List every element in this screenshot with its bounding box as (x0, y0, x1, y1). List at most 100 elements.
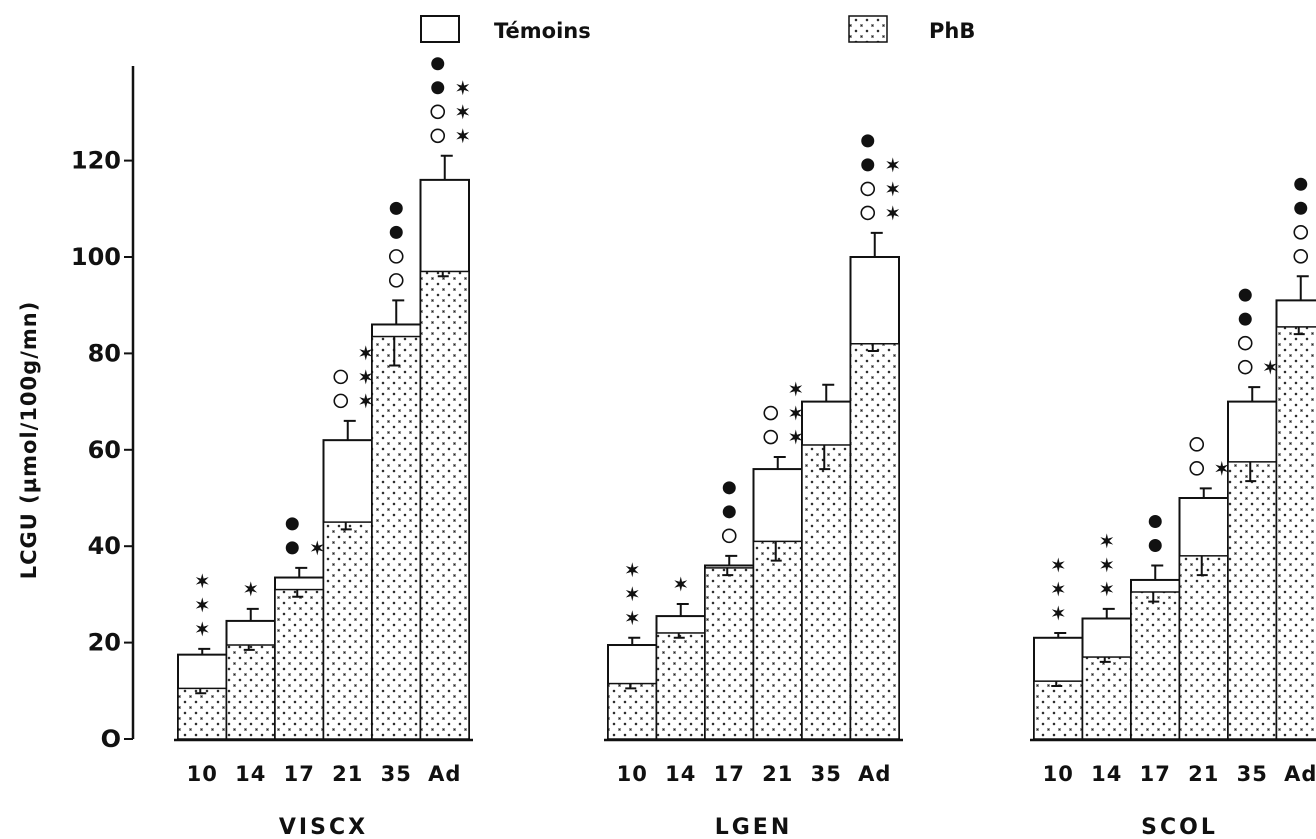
legend-label-phb: PhB (929, 19, 975, 43)
group-viscx: 10 14 17 21 35 Ad VISCX (174, 57, 473, 839)
open-circle-scol-Ad-1 (1293, 224, 1309, 240)
open-circle-lgen-21-1 (763, 405, 779, 421)
group-label-scol: SCOL (1141, 815, 1218, 839)
star-scol-10-1 (1051, 581, 1065, 597)
plot-area: 10 14 17 21 35 Ad VISCX 10 14 17 21 35 Ad LGEN 10 14 17 2… (174, 57, 1316, 839)
error-bar-viscx-temoins-21 (343, 419, 356, 441)
x-tick-label-scol-35: 35 (1237, 762, 1268, 786)
error-bar-lgen-phb-14 (673, 632, 685, 639)
bar-lgen-phb-Ad (849, 343, 900, 740)
error-bar-viscx-phb-10 (195, 688, 207, 695)
star-lgen-21-0 (789, 429, 803, 445)
y-tick-label-60: 60 (88, 436, 121, 464)
error-bar-scol-temoins-14 (1102, 607, 1115, 619)
bar-scol-phb-35 (1227, 461, 1278, 740)
filled-circle-lgen-Ad-2 (861, 158, 875, 172)
star-scol-14-0 (1100, 581, 1114, 597)
error-bar-viscx-phb-17 (292, 589, 304, 598)
error-bar-viscx-temoins-35 (392, 299, 405, 325)
error-bar-scol-temoins-10 (1054, 631, 1067, 638)
open-circle-lgen-Ad-1 (860, 181, 876, 197)
bar-lgen-phb-17 (704, 567, 755, 740)
bar-viscx-phb-17 (274, 588, 325, 740)
y-tick-label-100: 100 (71, 243, 121, 271)
x-tick-label-viscx-17: 17 (284, 762, 315, 786)
filled-circle-scol-Ad-2 (1294, 201, 1308, 215)
filled-circle-scol-35-3 (1238, 288, 1252, 302)
error-bar-viscx-temoins-17 (295, 566, 308, 578)
error-bar-scol-temoins-21 (1199, 487, 1212, 498)
error-bar-lgen-temoins-10 (628, 636, 641, 646)
group-label-lgen: LGEN (715, 815, 793, 839)
open-circle-viscx-35-0 (388, 273, 404, 288)
x-tick-label-viscx-35: 35 (381, 762, 412, 786)
star-scol-10-0 (1051, 605, 1065, 621)
x-tick-label-scol-17: 17 (1140, 762, 1171, 786)
star-scol-10-2 (1051, 557, 1065, 573)
filled-circle-lgen-Ad-3 (861, 134, 875, 148)
filled-circle-viscx-35-2 (389, 225, 403, 239)
open-circle-scol-35-0 (1237, 359, 1253, 375)
filled-circle-scol-17-0 (1148, 538, 1162, 552)
star-viscx-14-0 (244, 581, 258, 597)
y-tick-label-40: 40 (88, 532, 121, 560)
y-tick-label-120: 120 (71, 147, 121, 175)
bar-scol-phb-17 (1130, 591, 1181, 740)
star-viscx-10-0 (195, 621, 209, 637)
filled-circle-scol-35-2 (1238, 312, 1252, 326)
bar-lgen-phb-35 (801, 444, 852, 740)
x-tick-label-scol-14: 14 (1091, 762, 1122, 786)
x-tick-label-viscx-Ad: Ad (428, 762, 461, 786)
star-scol-21-0 (1215, 460, 1229, 476)
star-scol-35-0 (1263, 359, 1277, 375)
x-tick-label-viscx-21: 21 (332, 762, 363, 786)
open-circle-scol-21-1 (1189, 437, 1205, 452)
open-circle-scol-21-0 (1189, 461, 1205, 476)
x-tick-label-scol-21: 21 (1188, 762, 1219, 786)
filled-circle-scol-17-1 (1148, 514, 1162, 528)
y-axis-label: LCGU (µmol/100g/mn) (17, 301, 41, 580)
error-bar-scol-phb-21 (1196, 555, 1208, 577)
star-viscx-21-1 (359, 369, 373, 385)
x-tick-label-viscx-14: 14 (235, 762, 266, 786)
x-tick-label-lgen-14: 14 (665, 762, 696, 786)
error-bar-lgen-temoins-21 (773, 456, 786, 470)
x-tick-label-lgen-Ad: Ad (858, 762, 891, 786)
bar-scol-phb-21 (1178, 555, 1229, 740)
open-circle-lgen-Ad-0 (860, 205, 876, 221)
star-viscx-Ad-2 (456, 80, 470, 96)
star-lgen-21-2 (789, 381, 803, 397)
error-bar-viscx-temoins-10 (198, 647, 211, 655)
x-tick-label-lgen-35: 35 (811, 762, 842, 786)
bar-scol-phb-14 (1081, 656, 1132, 740)
filled-circle-scol-Ad-3 (1294, 177, 1308, 191)
star-lgen-10-1 (625, 586, 639, 602)
bar-lgen-phb-21 (752, 540, 803, 740)
legend-swatch-phb (848, 15, 888, 43)
error-bar-lgen-temoins-14 (676, 603, 689, 617)
filled-circle-lgen-17-1 (722, 505, 736, 519)
error-bar-scol-phb-35 (1245, 461, 1257, 483)
filled-circle-viscx-17-1 (285, 517, 299, 531)
filled-circle-viscx-Ad-3 (431, 57, 445, 71)
y-tick-label-0: O (101, 725, 121, 753)
bar-viscx-phb-35 (371, 335, 422, 740)
error-bar-lgen-phb-35 (819, 444, 831, 471)
star-lgen-Ad-1 (886, 181, 900, 197)
open-circle-scol-Ad-0 (1293, 248, 1309, 264)
error-bar-scol-phb-14 (1099, 657, 1111, 663)
x-tick-label-lgen-10: 10 (617, 762, 648, 786)
x-tick-label-scol-10: 10 (1043, 762, 1074, 786)
error-bar-lgen-phb-10 (625, 683, 637, 690)
open-circle-viscx-21-1 (333, 369, 349, 385)
group-label-viscx: VISCX (279, 815, 368, 839)
error-bar-viscx-phb-14 (243, 645, 255, 651)
error-bar-scol-temoins-Ad (1296, 275, 1309, 301)
bar-lgen-phb-10 (607, 682, 658, 740)
star-lgen-14-0 (674, 576, 688, 592)
star-lgen-10-2 (625, 562, 639, 578)
error-bar-lgen-phb-Ad (867, 343, 879, 352)
group-lgen: 10 14 17 21 35 Ad LGEN (604, 134, 903, 839)
star-viscx-Ad-0 (456, 128, 470, 144)
